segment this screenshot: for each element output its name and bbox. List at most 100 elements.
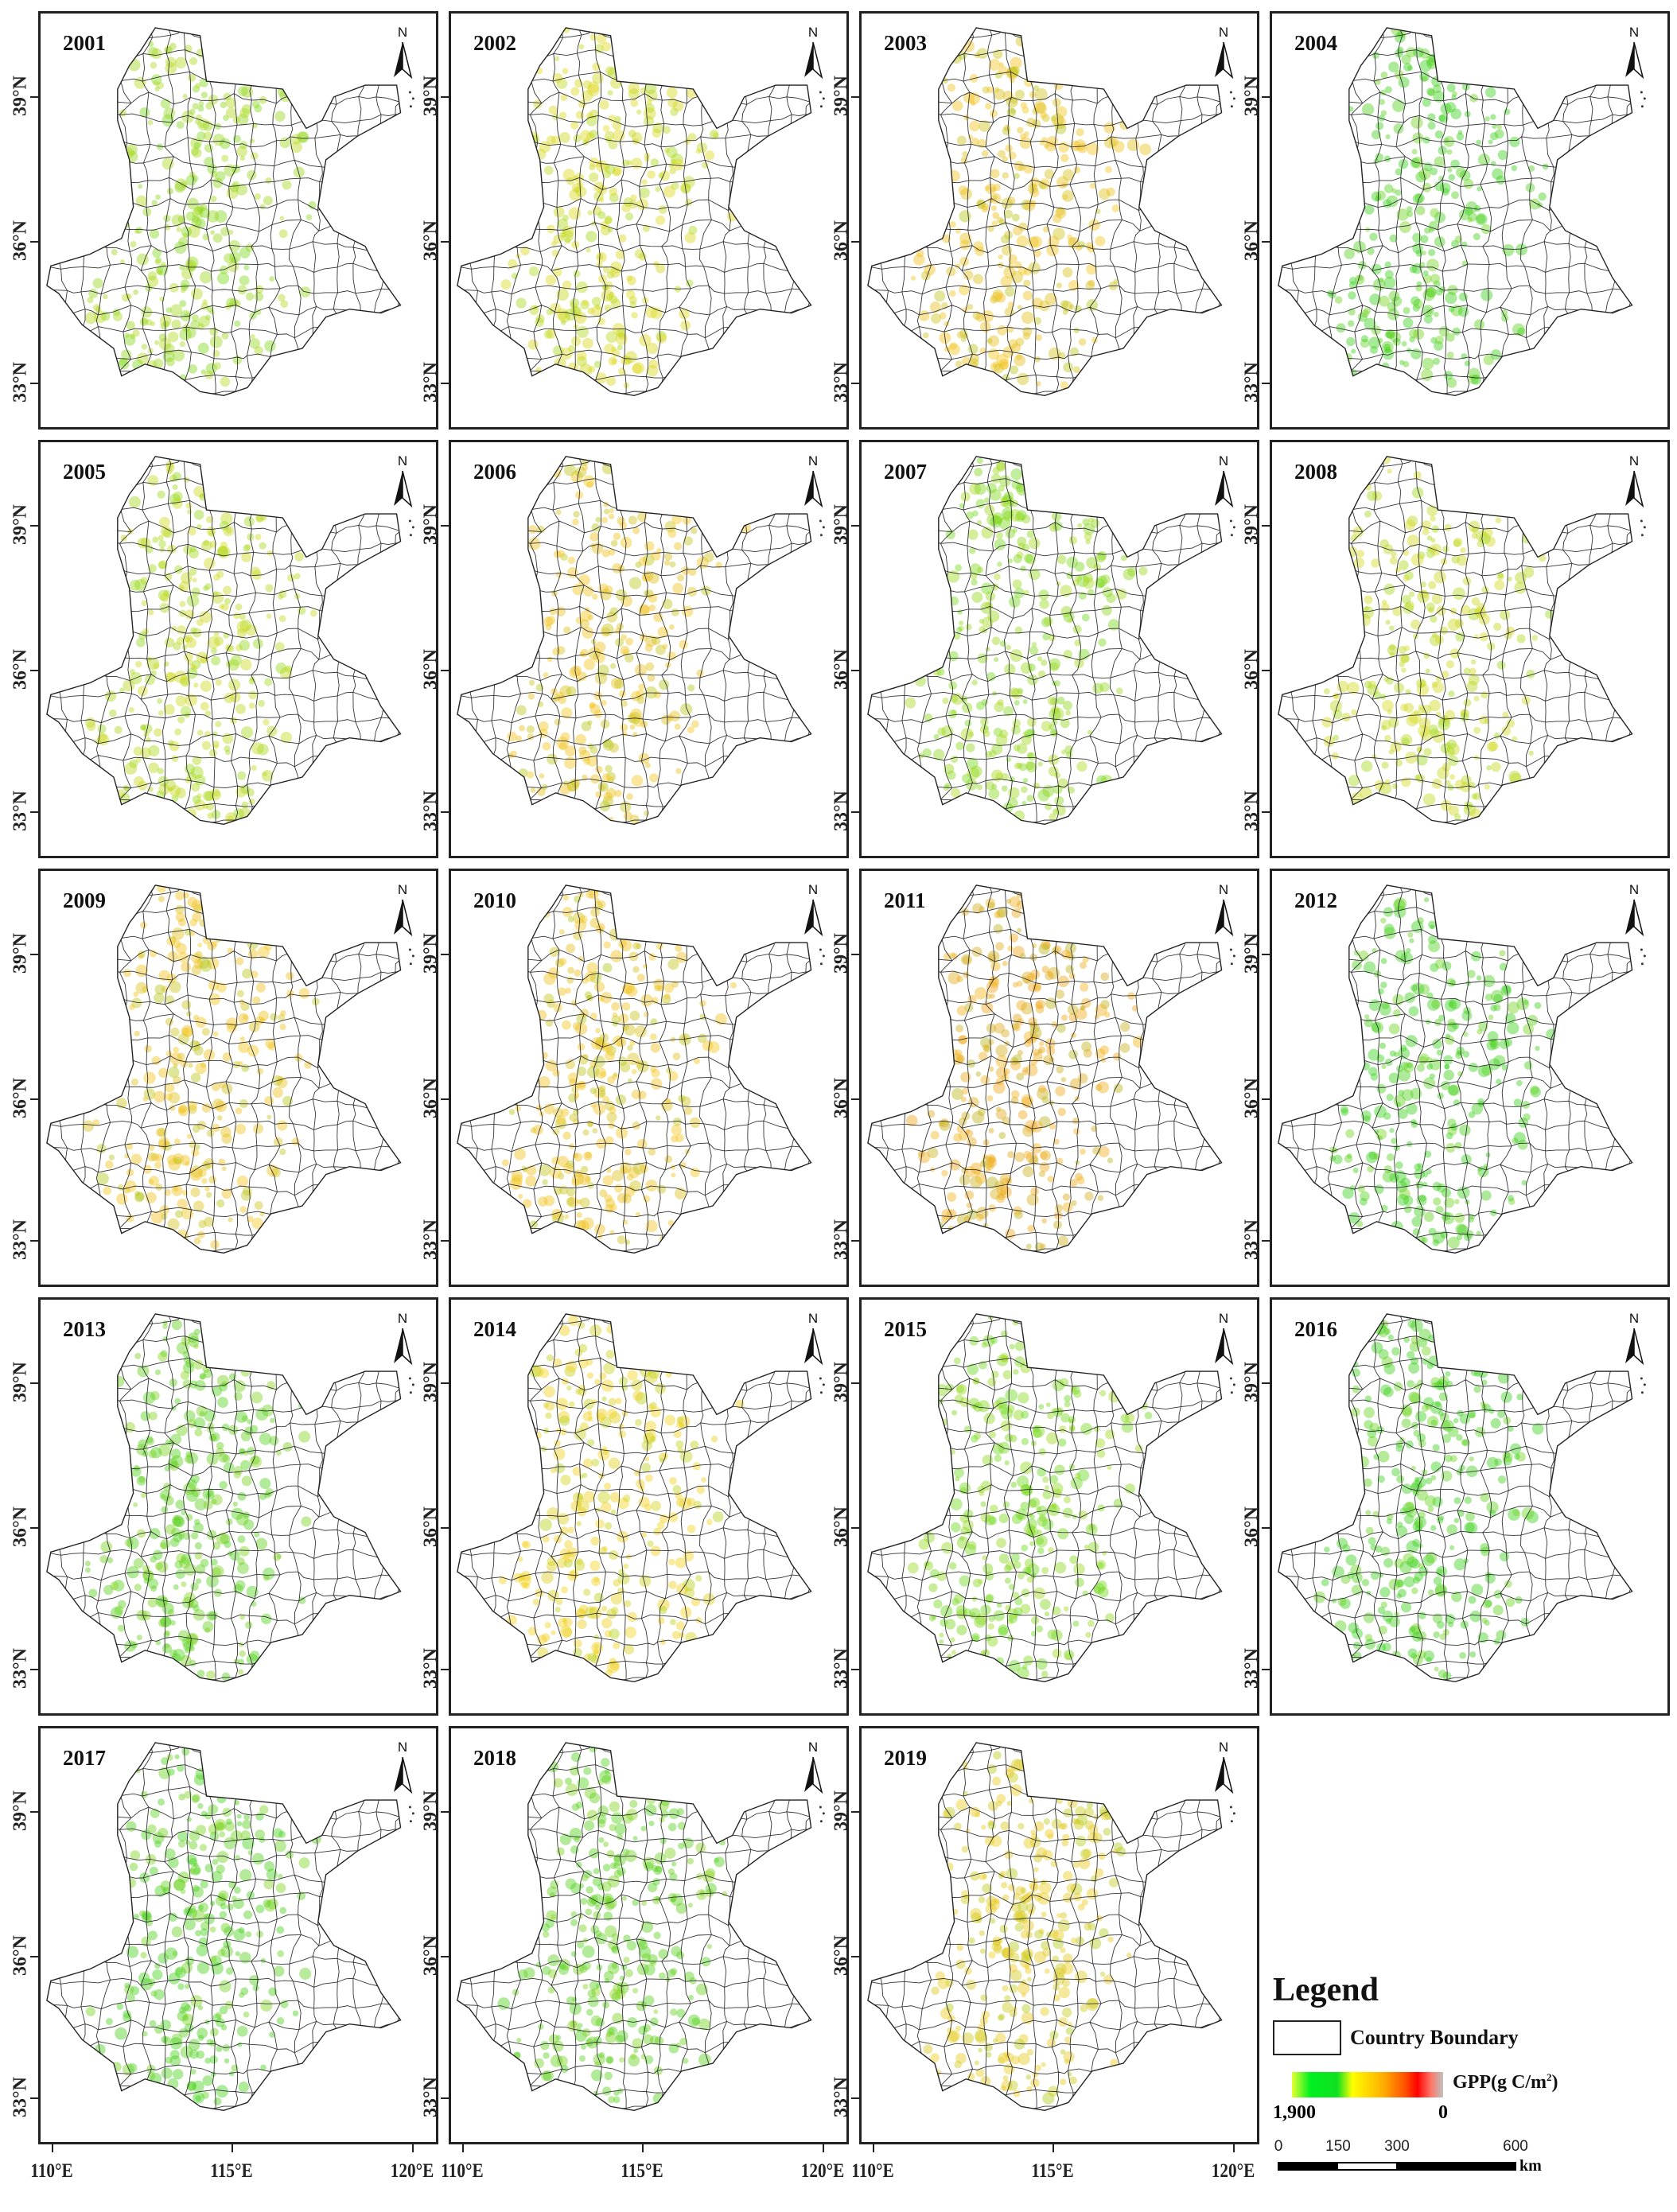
gpp-pixel <box>618 234 627 243</box>
gpp-pixel <box>967 304 974 310</box>
gpp-pixel <box>1430 1377 1441 1387</box>
gpp-pixel <box>228 229 234 235</box>
gpp-pixel <box>603 1362 616 1374</box>
gpp-pixel <box>643 1195 651 1203</box>
gpp-pixel <box>234 320 241 327</box>
island-mark <box>822 1383 825 1386</box>
gpp-pixel <box>128 707 134 713</box>
lat-label: 39°N <box>420 76 442 116</box>
gpp-pixel <box>986 1162 994 1171</box>
gpp-pixel <box>1340 1108 1349 1117</box>
gpp-pixel <box>949 342 958 350</box>
gpp-pixel <box>622 982 635 994</box>
gpp-pixel <box>158 333 167 342</box>
gpp-pixel <box>168 787 173 792</box>
gpp-pixel <box>1002 960 1008 966</box>
gpp-pixel <box>1405 1035 1418 1048</box>
gpp-pixel <box>216 570 224 578</box>
gpp-pixel <box>609 76 622 89</box>
gpp-pixel <box>1138 566 1148 576</box>
gpp-pixel <box>1017 305 1022 310</box>
gpp-pixel <box>1024 589 1029 596</box>
gpp-pixel <box>181 644 188 651</box>
gpp-pixel <box>174 181 185 193</box>
gpp-pixel <box>959 257 969 266</box>
gpp-pixel <box>1060 585 1072 597</box>
gpp-pixel <box>905 697 916 709</box>
gpp-pixel <box>955 1024 963 1032</box>
gpp-pixel <box>1014 1152 1025 1163</box>
gpp-pixel <box>696 1486 705 1495</box>
gpp-pixel <box>188 527 196 536</box>
map-panel-2010: 2010 N <box>449 869 849 1287</box>
gpp-pixel <box>606 1168 612 1173</box>
lat-label: 39°N <box>420 933 442 974</box>
gpp-pixel <box>993 923 1003 934</box>
gpp-pixel <box>1495 517 1502 524</box>
gpp-pixel <box>963 115 970 121</box>
gpp-pixel <box>1422 520 1431 530</box>
gpp-pixel <box>1005 528 1016 538</box>
gpp-pixel <box>634 249 644 259</box>
gpp-pixel <box>647 674 656 682</box>
gpp-pixel <box>236 628 247 639</box>
gpp-pixel <box>110 1607 123 1619</box>
gpp-pixel <box>645 635 657 647</box>
gpp-pixel <box>565 987 571 994</box>
lat-tick <box>1262 670 1270 671</box>
gpp-pixel <box>259 95 267 104</box>
island-mark <box>1640 948 1643 951</box>
gpp-pixel <box>998 218 1006 226</box>
gpp-raster <box>507 458 751 824</box>
gpp-pixel <box>605 772 617 782</box>
gpp-pixel <box>956 1055 965 1063</box>
gpp-pixel <box>998 254 1003 260</box>
gpp-pixel <box>1438 325 1449 337</box>
gpp-pixel <box>574 1022 588 1036</box>
gpp-pixel <box>201 1161 211 1171</box>
map-panel-2004: 2004 N <box>1270 11 1670 430</box>
gpp-pixel <box>675 1440 684 1448</box>
gpp-pixel <box>158 270 163 275</box>
gpp-pixel <box>236 146 247 157</box>
gpp-pixel <box>191 288 203 300</box>
gpp-pixel <box>565 745 576 757</box>
gpp-pixel <box>662 643 668 650</box>
gpp-pixel <box>228 678 241 691</box>
gpp-pixel <box>1014 354 1026 367</box>
gpp-pixel <box>210 230 216 235</box>
gpp-pixel <box>1097 1195 1104 1201</box>
gpp-pixel <box>1011 1090 1020 1099</box>
island-mark <box>819 534 823 537</box>
gpp-pixel <box>1087 729 1092 735</box>
gpp-pixel <box>1457 306 1469 317</box>
lat-tick <box>30 383 38 384</box>
gpp-pixel <box>999 498 1009 507</box>
gpp-pixel <box>1067 1004 1079 1015</box>
gpp-pixel <box>202 791 213 802</box>
gpp-pixel <box>1075 574 1083 582</box>
north-label: N <box>1218 25 1229 40</box>
gpp-pixel <box>1392 606 1403 616</box>
gpp-pixel <box>951 1052 964 1065</box>
gpp-pixel <box>1416 682 1430 696</box>
gpp-pixel <box>1410 619 1421 630</box>
gpp-pixel <box>1468 520 1481 533</box>
gpp-pixel <box>298 987 310 999</box>
island-mark <box>1230 105 1233 108</box>
gpp-pixel <box>196 1230 205 1239</box>
gpp-pixel <box>1013 744 1021 752</box>
gpp-pixel <box>990 192 1002 204</box>
gpp-pixel <box>134 1584 142 1592</box>
gpp-pixel <box>572 305 582 316</box>
gpp-pixel <box>1348 320 1355 327</box>
gpp-pixel <box>146 319 153 326</box>
gpp-pixel <box>190 627 197 635</box>
gpp-pixel <box>1410 1121 1418 1128</box>
gpp-pixel <box>602 266 610 274</box>
gpp-pixel <box>1473 792 1481 801</box>
gpp-pixel <box>982 1044 990 1052</box>
gpp-pixel <box>1002 1501 1010 1508</box>
gpp-pixel <box>1043 142 1049 149</box>
island-mark <box>819 105 823 108</box>
